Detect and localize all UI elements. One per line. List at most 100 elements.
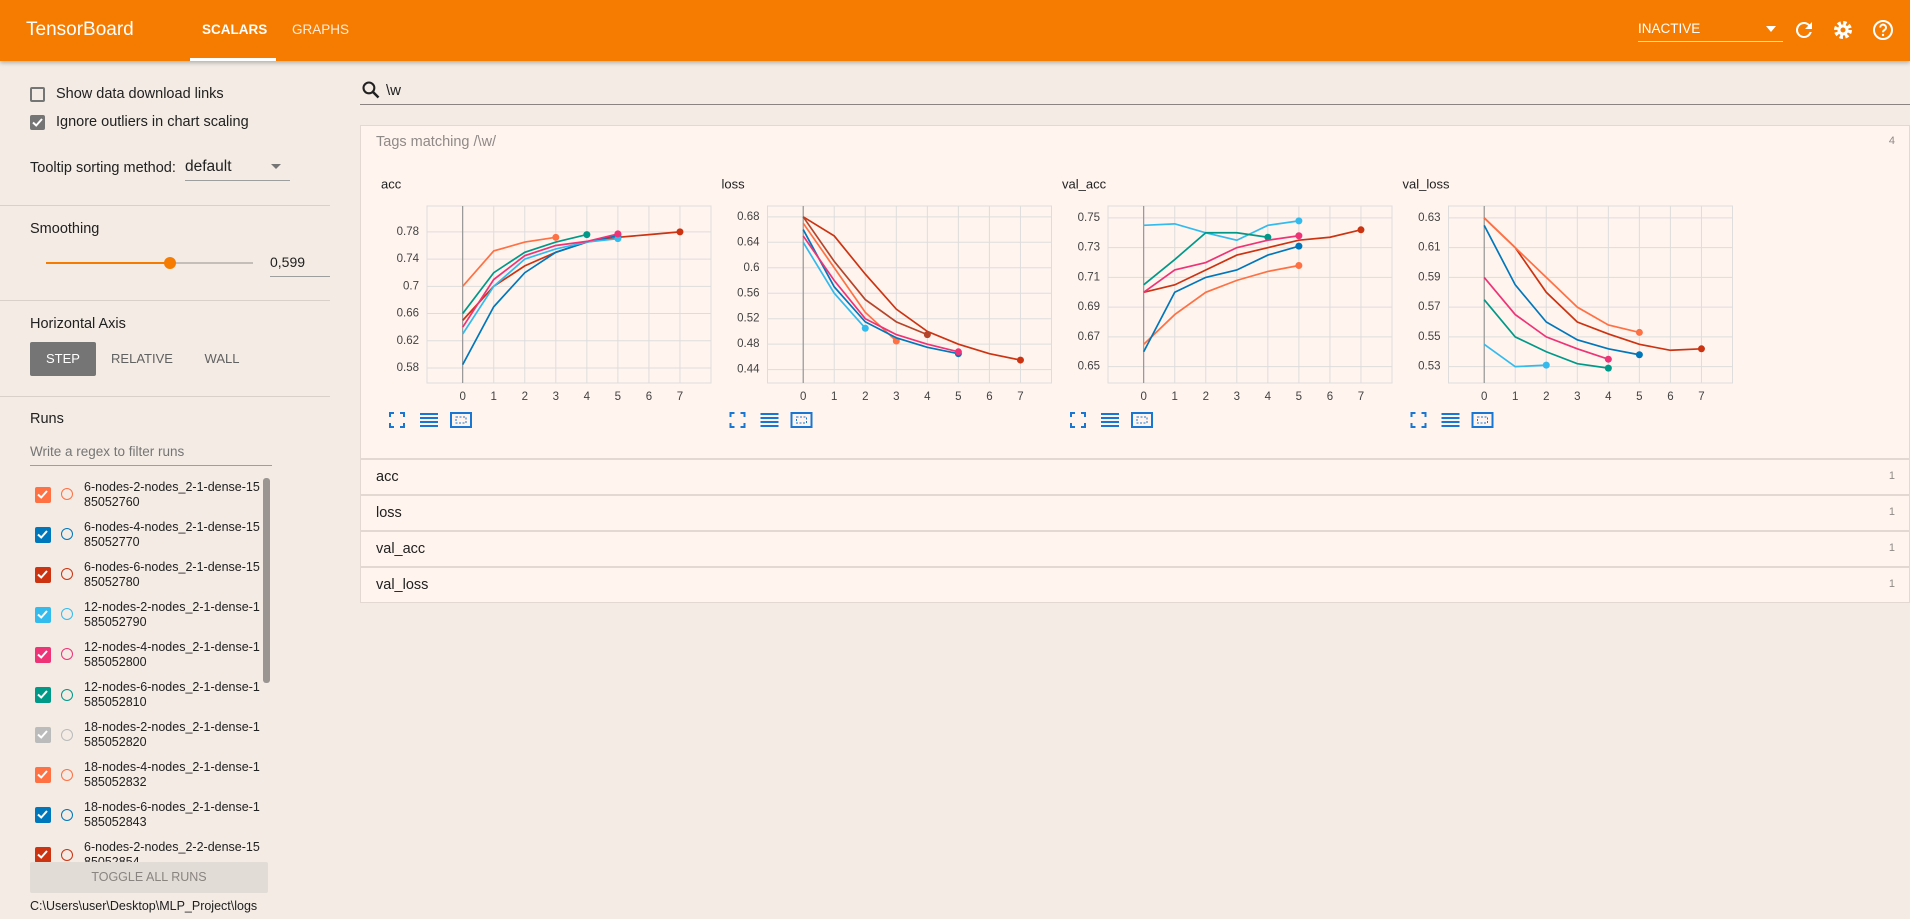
run-checkbox[interactable] [35,807,51,824]
series-line [1143,231,1268,286]
x-tick-label: 4 [1605,391,1612,403]
check-mark [37,810,48,820]
y-tick-label: 0.53 [1418,361,1440,373]
run-color-circle [61,728,73,741]
run-color-circle [61,488,73,500]
expand-icon[interactable] [729,412,746,428]
x-tick-label: 7 [1358,391,1364,403]
series-end-point [1635,351,1643,359]
search-underline [360,104,1910,105]
data-icon[interactable] [420,413,438,427]
chart-title: val_acc [1062,176,1107,191]
series-end-point [1295,261,1303,269]
expand-icon[interactable] [1070,412,1086,428]
checkbox[interactable] [30,115,45,130]
tag-count: 4 [1888,135,1895,147]
run-checkbox[interactable] [35,767,51,784]
expand-icon[interactable] [389,412,405,428]
run-checkbox[interactable] [35,727,51,744]
chart-title: acc [381,176,402,191]
chart-title: val_loss [1403,176,1450,191]
series-end-point [1264,233,1272,241]
icon-shape [1471,412,1494,428]
y-tick-label: 0.66 [397,308,419,320]
divider [0,396,330,397]
y-tick-label: 0.52 [737,313,759,325]
fit-icon[interactable] [450,412,472,428]
icon-shape [1131,412,1153,428]
x-tick-label: 1 [1172,391,1178,403]
run-color-circle [61,568,73,581]
expand-icon[interactable] [1410,412,1427,428]
series-line [1142,245,1300,353]
scrollbar [263,478,270,683]
status-dropdown[interactable]: INACTIVE [1638,21,1701,36]
run-checkbox[interactable] [35,526,51,543]
toggle-all-runs-button[interactable]: TOGGLE ALL RUNS [30,862,268,893]
y-tick-label: 0.78 [397,226,419,238]
run-name: 6-nodes-2-nodes_2-2-dense-15 [84,840,260,855]
input-underline [30,465,272,466]
run-name: 85052760 [84,494,140,509]
collapsed-pane[interactable]: acc 1 [360,459,1910,495]
run-checkbox[interactable] [35,486,51,503]
fit-icon[interactable] [790,412,813,428]
run-name: 585052800 [84,654,147,669]
run-checkbox[interactable] [35,646,51,663]
data-icon[interactable] [760,413,779,427]
run-color-circle [61,648,73,661]
logdir-path: C:\Users\user\Desktop\MLP_Project\logs [30,899,258,913]
input-underline [270,276,330,277]
tab[interactable]: SCALARS [202,22,268,37]
help-icon[interactable] [1871,18,1895,42]
y-tick-label: 0.68 [737,211,759,223]
run-color-circle [61,808,73,821]
slider-thumb[interactable] [163,257,176,269]
data-icon[interactable] [1101,413,1119,427]
axis-button[interactable]: STEP [30,342,96,376]
y-tick-label: 0.59 [1418,271,1440,283]
smoothing-value[interactable]: 0,599 [270,254,306,270]
x-tick-label: 5 [955,391,961,403]
run-color-circle [61,768,73,781]
x-tick-label: 7 [1698,391,1704,403]
tag-group-header[interactable]: Tags matching /\w/ 4 [360,125,1910,158]
checkbox[interactable] [30,87,45,102]
fit-icon[interactable] [1471,412,1494,428]
icon-shape [1477,416,1488,424]
run-checkbox[interactable] [35,566,51,583]
x-tick-label: 5 [1296,391,1302,403]
icon-shape [729,412,746,428]
axis-button[interactable]: WALL [204,351,240,366]
series-end-point [583,231,591,239]
search-icon [362,81,380,99]
series-end-point [1635,328,1643,336]
data-icon[interactable] [1441,413,1460,427]
series-line [1483,276,1609,361]
settings-icon[interactable] [1831,18,1855,42]
x-tick-label: 1 [831,391,837,403]
check-mark [37,850,48,860]
run-filter-input[interactable]: Write a regex to filter runs [30,444,185,459]
collapsed-pane[interactable]: val_loss 1 [360,567,1910,603]
axis-button[interactable]: RELATIVE [111,351,173,366]
run-name: 6-nodes-2-nodes_2-1-dense-15 [84,479,260,494]
collapsed-pane[interactable]: val_acc 1 [360,531,1910,567]
run-checkbox[interactable] [35,606,51,623]
series-end-point [1295,217,1303,225]
tab[interactable]: GRAPHS [292,22,350,37]
run-checkbox[interactable] [35,847,51,862]
collapsed-pane[interactable]: loss 1 [360,495,1910,531]
fit-icon[interactable] [1131,412,1153,428]
search-input[interactable]: \w [386,82,401,99]
dropdown-underline [1638,41,1783,42]
run-checkbox[interactable] [35,687,51,703]
y-tick-label: 0.74 [397,253,420,265]
y-tick-label: 0.64 [737,236,760,248]
refresh-icon[interactable] [1792,18,1816,42]
icon-shape [1070,412,1086,428]
series-line [462,233,588,315]
x-tick-label: 7 [677,391,683,403]
tooltip-sort-dropdown[interactable]: default [185,158,232,175]
y-tick-label: 0.61 [1418,242,1440,254]
